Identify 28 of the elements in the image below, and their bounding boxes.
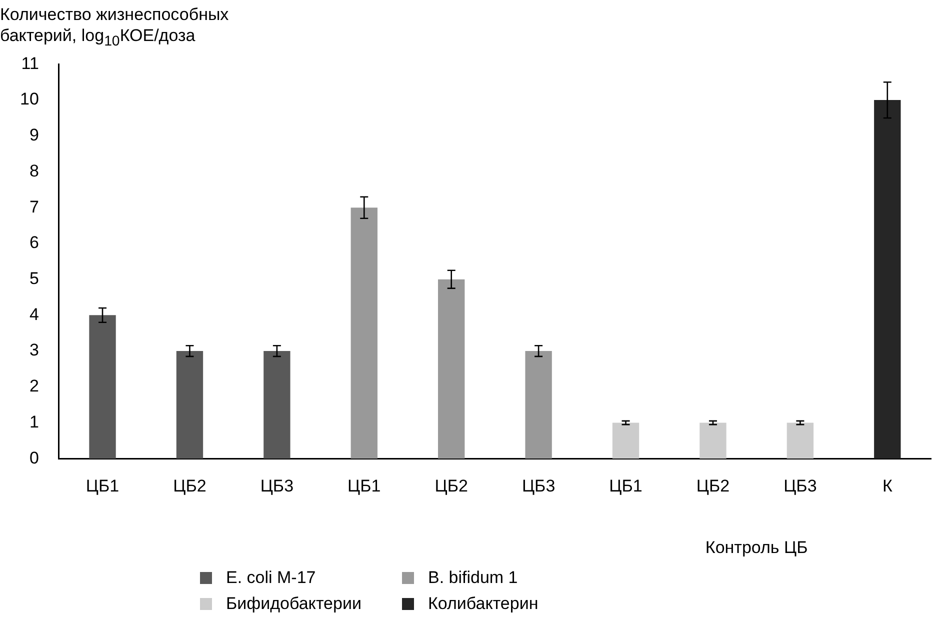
legend-label: Колибактерин: [427, 594, 540, 614]
y-tick-label: 8: [29, 161, 39, 180]
x-tick-label: ЦБ1: [348, 476, 381, 496]
x-tick-label: ЦБ3: [260, 476, 294, 496]
y-tick-label: 2: [29, 376, 39, 396]
legend-label: B. bifidum 1: [427, 568, 519, 588]
y-tick-label: 3: [29, 340, 39, 360]
x-tick-label: ЦБ2: [696, 476, 730, 496]
x-tick-label: ЦБ3: [522, 476, 556, 496]
y-tick-label: 9: [29, 126, 39, 145]
y-tick-label: 5: [29, 269, 39, 288]
y-tick-label: 7: [29, 197, 39, 216]
y-tick-label: 0: [29, 448, 39, 468]
x-tick-label: К: [882, 476, 892, 496]
x-tick-label: ЦБ3: [784, 476, 817, 496]
legend-label: Бифидобактерии: [225, 594, 362, 614]
legend-label: E. coli M-17: [225, 568, 317, 588]
y-tick-label: 1: [29, 412, 39, 432]
y-tick-label: 6: [29, 233, 39, 252]
x-tick-label: ЦБ1: [609, 476, 642, 496]
y-axis-title: Количество жизнеспособных бактерий, log$_{10}$КОЕ/доза: [0, 4, 230, 52]
y-tick-label: 11: [21, 54, 39, 73]
x-tick-label: ЦБ2: [434, 476, 468, 496]
y-tick-label: 10: [20, 90, 39, 109]
x-tick-label: ЦБ1: [86, 476, 120, 496]
y-tick-label: 4: [29, 304, 39, 324]
x-tick-label: ЦБ2: [173, 476, 206, 496]
text: Контроль ЦБ: [705, 538, 808, 557]
